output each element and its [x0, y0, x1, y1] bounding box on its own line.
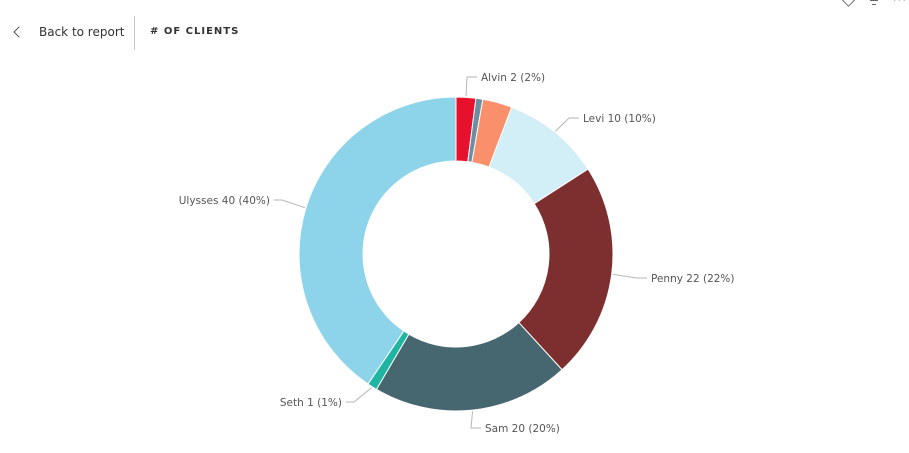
leader-line-sam — [470, 411, 481, 429]
header-divider — [134, 16, 135, 50]
back-to-report-label: Back to report — [39, 25, 125, 39]
leader-line-penny — [612, 273, 647, 279]
slice-ulysses[interactable] — [298, 96, 457, 385]
back-to-report-button[interactable]: Back to report — [12, 22, 124, 42]
data-label-levi: Levi 10 (10%) — [583, 113, 656, 125]
data-label-alvin: Alvin 2 (2%) — [481, 72, 545, 84]
slice-penny[interactable] — [518, 168, 614, 371]
leader-line-levi — [555, 117, 579, 132]
visual-toolbar: ··· — [831, 0, 909, 8]
filter-icon[interactable] — [865, 0, 883, 8]
leader-line-seth — [346, 387, 372, 403]
leader-line-alvin — [465, 76, 477, 97]
data-label-ulysses: Ulysses 40 (40%) — [179, 195, 270, 207]
header-bar: Back to report # OF CLIENTS ··· — [0, 0, 909, 60]
data-label-penny: Penny 22 (22%) — [651, 273, 735, 285]
visual-title: # OF CLIENTS — [150, 26, 240, 37]
data-label-sam: Sam 20 (20%) — [485, 423, 560, 435]
data-label-seth: Seth 1 (1%) — [280, 397, 342, 409]
leader-line-ulysses — [274, 199, 306, 209]
more-options-icon[interactable]: ··· — [892, 0, 908, 7]
slice-sam[interactable] — [375, 321, 563, 412]
